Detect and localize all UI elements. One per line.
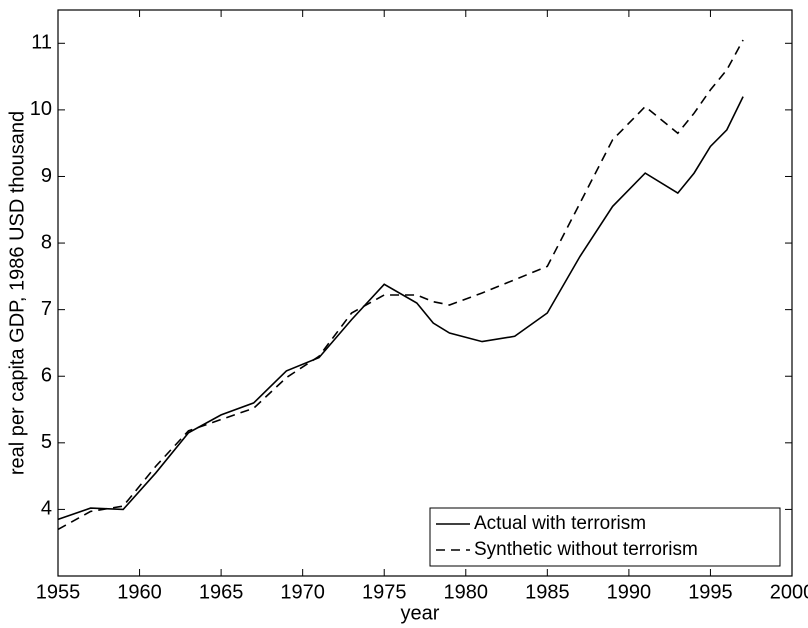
plot-frame xyxy=(57,9,793,577)
y-tick-label: 8 xyxy=(41,231,52,253)
legend-label: Actual with terrorism xyxy=(474,513,646,534)
x-tick-label: 1965 xyxy=(199,581,244,603)
y-tick-label: 4 xyxy=(41,498,52,520)
x-tick-label: 1995 xyxy=(688,581,733,603)
legend-box xyxy=(429,507,781,567)
x-tick-label: 2000 xyxy=(770,581,808,603)
x-tick-label: 1955 xyxy=(36,581,81,603)
x-tick-label: 1985 xyxy=(525,581,570,603)
y-tick-label: 6 xyxy=(41,365,52,387)
x-tick-label: 1975 xyxy=(362,581,407,603)
y-tick-label: 10 xyxy=(30,98,52,120)
x-axis-label: year xyxy=(401,602,440,624)
y-tick-label: 5 xyxy=(41,431,52,453)
y-tick-label: 7 xyxy=(41,298,52,320)
x-tick-label: 1970 xyxy=(280,581,325,603)
legend-label: Synthetic without terrorism xyxy=(474,539,698,560)
x-tick-label: 1980 xyxy=(444,581,489,603)
data-line xyxy=(57,39,744,531)
data-line xyxy=(57,96,744,521)
y-tick-label: 9 xyxy=(41,165,52,187)
y-tick-label: 11 xyxy=(31,32,52,54)
y-axis-label: real per capita GDP, 1986 USD thousand xyxy=(6,111,28,475)
x-tick-label: 1990 xyxy=(607,581,652,603)
x-tick-label: 1960 xyxy=(117,581,162,603)
legend: Actual with terrorism Synthetic without t… xyxy=(429,507,781,567)
